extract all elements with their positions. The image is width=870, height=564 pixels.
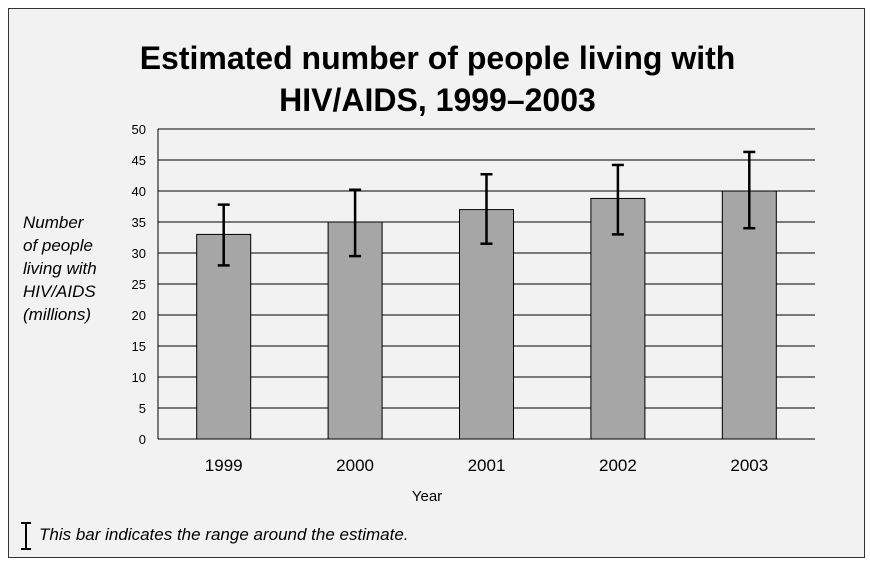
y-tick-label-30: 30 bbox=[132, 246, 146, 261]
y-tick-label-35: 35 bbox=[132, 215, 146, 230]
y-tick-label-10: 10 bbox=[132, 370, 146, 385]
x-tick-label-2003: 2003 bbox=[730, 456, 768, 475]
chart-frame: Estimated number of people living with H… bbox=[8, 8, 865, 558]
y-tick-label-40: 40 bbox=[132, 184, 146, 199]
x-tick-label-2000: 2000 bbox=[336, 456, 374, 475]
y-tick-label-20: 20 bbox=[132, 308, 146, 323]
x-tick-label-2001: 2001 bbox=[468, 456, 506, 475]
y-tick-label-50: 50 bbox=[132, 122, 146, 137]
y-tick-label-45: 45 bbox=[132, 153, 146, 168]
range-footnote: This bar indicates the range around the … bbox=[39, 525, 409, 545]
y-tick-label-25: 25 bbox=[132, 277, 146, 292]
range-legend-icon bbox=[21, 523, 31, 549]
bar-chart-plot: 0 5 10 15 20 25 30 35 40 45 50 1999 2000 2001 2002 2003… bbox=[9, 9, 866, 559]
x-axis-label: Year bbox=[412, 488, 442, 505]
y-tick-label-15: 15 bbox=[132, 339, 146, 354]
x-tick-label-2002: 2002 bbox=[599, 456, 637, 475]
y-tick-label-0: 0 bbox=[139, 432, 146, 447]
x-tick-label-1999: 1999 bbox=[205, 456, 243, 475]
y-tick-label-5: 5 bbox=[139, 401, 146, 416]
